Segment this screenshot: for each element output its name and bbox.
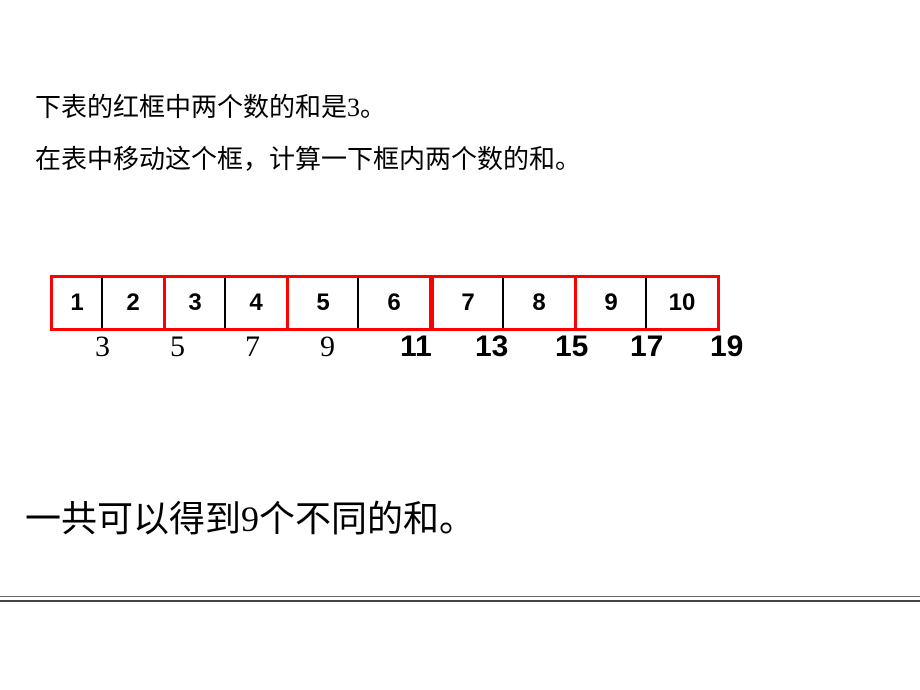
table-cell: 9 [577, 278, 647, 328]
table-cell: 8 [504, 278, 574, 328]
decoration-line-2 [0, 600, 920, 602]
cell-pair: 78 [429, 275, 577, 331]
table-cell: 2 [103, 278, 163, 328]
decoration-line-1 [0, 596, 920, 597]
cell-pair: 12 [50, 275, 166, 331]
description-text: 下表的红框中两个数的和是3。 在表中移动这个框，计算一下框内两个数的和。 [35, 85, 581, 189]
table-cell: 10 [647, 278, 717, 328]
number-table: 12345678910 [50, 275, 720, 331]
sum-value: 19 [710, 330, 743, 364]
sum-value: 7 [245, 330, 260, 364]
sum-value: 13 [475, 330, 508, 364]
description-line-2: 在表中移动这个框，计算一下框内两个数的和。 [35, 137, 581, 184]
sum-value: 17 [630, 330, 663, 364]
description-line-1: 下表的红框中两个数的和是3。 [35, 85, 581, 132]
sum-value: 9 [320, 330, 335, 364]
cell-pair: 56 [286, 275, 432, 331]
table-cell: 1 [53, 278, 103, 328]
sum-value: 11 [400, 330, 432, 364]
cell-pair: 910 [574, 275, 720, 331]
table-cell: 4 [226, 278, 286, 328]
cell-pair: 34 [163, 275, 289, 331]
sum-value: 3 [95, 330, 110, 364]
table-cell: 7 [434, 278, 504, 328]
table-cell: 5 [289, 278, 359, 328]
sum-value: 15 [555, 330, 588, 364]
table-cell: 6 [359, 278, 429, 328]
bottom-decoration-lines [0, 596, 920, 602]
table-cell: 3 [166, 278, 226, 328]
sum-value: 5 [170, 330, 185, 364]
conclusion-text: 一共可以得到9个不同的和。 [25, 490, 475, 542]
